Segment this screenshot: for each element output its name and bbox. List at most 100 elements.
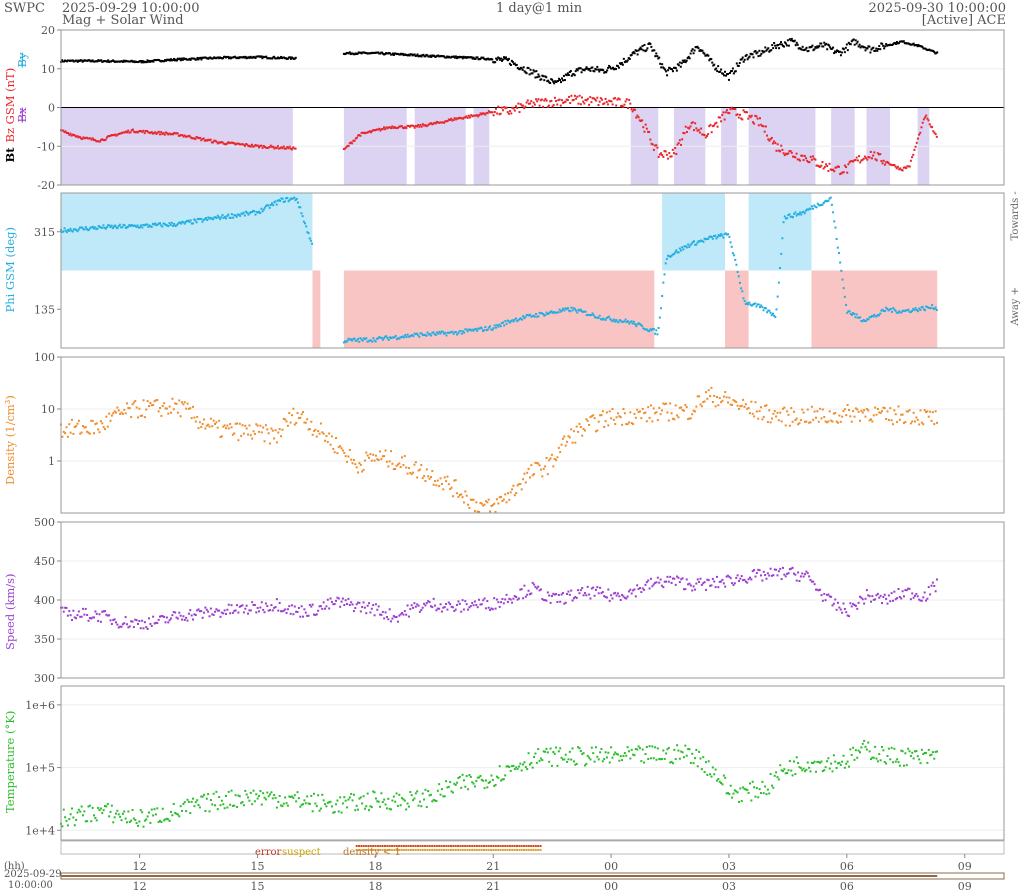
bz-point — [678, 139, 681, 142]
speed-point — [64, 606, 67, 609]
temperature-point — [915, 750, 918, 753]
bt-point — [744, 55, 747, 58]
speed-point — [143, 621, 146, 624]
bz-point — [677, 142, 680, 145]
temperature-point — [93, 814, 96, 817]
speed-point — [490, 607, 493, 610]
bz-point — [618, 98, 621, 101]
speed-point — [640, 591, 643, 594]
flag-mark — [490, 849, 493, 851]
phi-point — [619, 319, 622, 322]
phi-point — [497, 325, 500, 328]
flag-mark — [530, 849, 533, 851]
bz-point — [836, 165, 839, 168]
speed-point — [663, 580, 666, 583]
density-point — [864, 415, 867, 418]
phi-point — [85, 228, 88, 231]
speed-point — [450, 605, 453, 608]
phi-point — [126, 226, 129, 229]
speed-point — [534, 585, 537, 588]
bz-point — [457, 117, 460, 120]
phi-point — [275, 203, 278, 206]
temperature-point — [831, 770, 834, 773]
speed-point — [537, 585, 540, 588]
temperature-point — [366, 792, 369, 795]
phi-point — [662, 281, 665, 284]
bz-point — [562, 101, 565, 104]
bz-point — [149, 132, 152, 135]
density-point — [677, 416, 680, 419]
bz-point — [767, 138, 770, 141]
bt-point — [597, 68, 600, 71]
density-point — [236, 422, 239, 425]
speed-point — [245, 604, 248, 607]
phi-point — [695, 243, 698, 246]
temperature-point — [226, 806, 229, 809]
phi-point — [736, 270, 739, 273]
speed-point — [174, 611, 177, 614]
phi-point — [147, 225, 150, 228]
density-point — [416, 476, 419, 479]
temperature-point — [715, 779, 718, 782]
temperature-point — [296, 791, 299, 794]
temperature-point — [402, 798, 405, 801]
density-point — [827, 420, 830, 423]
speed-point — [273, 606, 276, 609]
flag-mark — [445, 849, 448, 851]
phi-point — [641, 324, 644, 327]
density-point — [152, 404, 155, 407]
bt-point — [628, 57, 631, 60]
speed-point — [731, 582, 734, 585]
speed-point — [831, 604, 834, 607]
bt-point — [758, 49, 761, 52]
temperature-point — [407, 805, 410, 808]
density-point — [388, 460, 391, 463]
bz-point — [111, 134, 114, 137]
bz-point — [870, 157, 873, 160]
density-point — [889, 407, 892, 410]
temperature-point — [682, 756, 685, 759]
density-point — [223, 424, 226, 427]
phi-point — [707, 237, 710, 240]
temperature-point — [244, 789, 247, 792]
bt-point — [510, 59, 513, 62]
density-point — [385, 460, 388, 463]
temperature-point — [362, 795, 365, 798]
density-point — [593, 417, 596, 420]
bz-point — [664, 150, 667, 153]
speed-point — [812, 580, 815, 583]
bz-point — [89, 137, 92, 140]
phi-point — [906, 309, 909, 312]
temperature-point — [812, 762, 815, 765]
speed-point — [247, 612, 250, 615]
phi-point — [382, 337, 385, 340]
bz-point — [853, 159, 856, 162]
density-point — [238, 422, 241, 425]
speed-point — [168, 619, 171, 622]
phi-point — [847, 310, 850, 313]
speed-point — [365, 612, 368, 615]
speed-point — [748, 576, 751, 579]
density-point — [867, 409, 870, 412]
bz-point — [578, 94, 581, 97]
bt-point — [879, 48, 882, 51]
density-point — [882, 406, 885, 409]
speed-point — [291, 604, 294, 607]
bz-point — [663, 150, 666, 153]
bz-point — [75, 135, 78, 138]
phi-point — [683, 245, 686, 248]
bz-point — [769, 138, 772, 141]
speed-point — [500, 601, 503, 604]
bz-point — [669, 155, 672, 158]
temperature-point — [343, 796, 346, 799]
density-point — [768, 409, 771, 412]
phi-point — [385, 335, 388, 338]
density-point — [901, 413, 904, 416]
flag-mark — [358, 849, 361, 851]
phi-point — [472, 329, 475, 332]
bt-point — [491, 58, 494, 61]
bz-point — [401, 126, 404, 129]
density-point — [143, 416, 146, 419]
temperature-point — [418, 800, 421, 803]
bt-point — [576, 69, 579, 72]
